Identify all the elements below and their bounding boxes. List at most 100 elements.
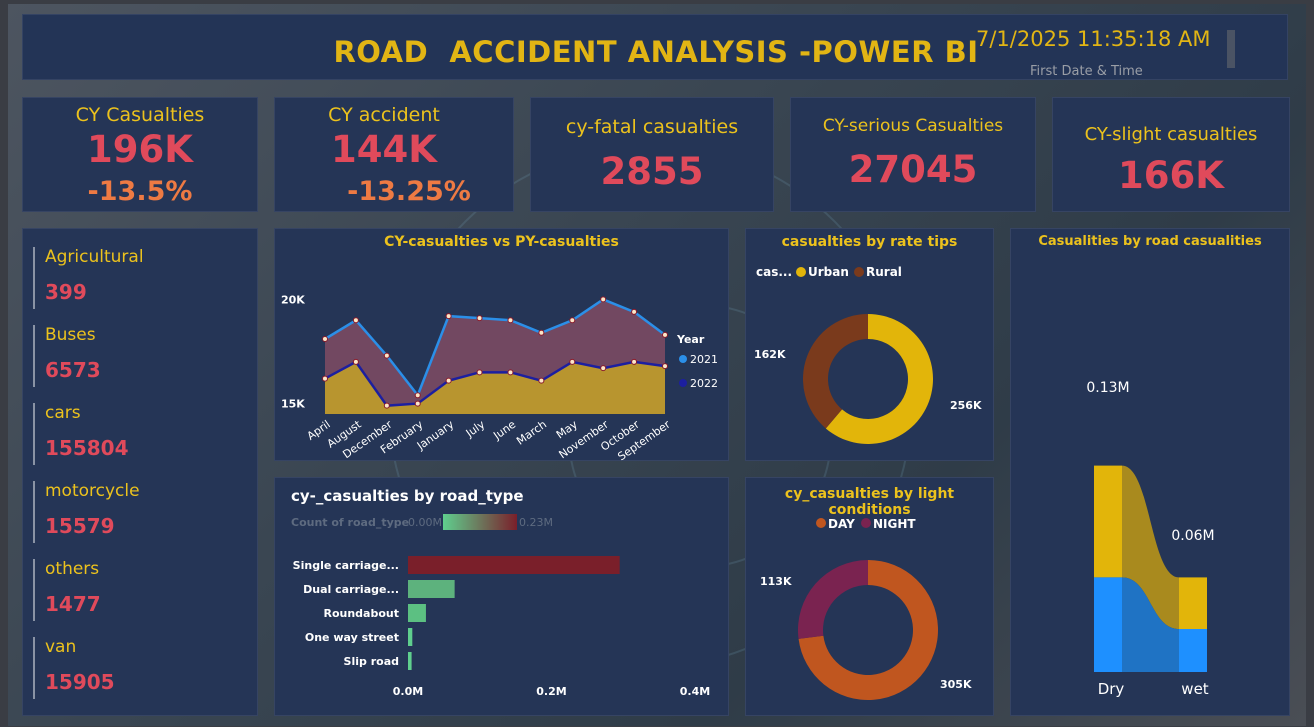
area-2021-fill <box>325 299 665 406</box>
vehicle-label: Buses <box>45 325 96 345</box>
ribbon-upper <box>1122 465 1179 629</box>
x-tick-label: 0.2M <box>536 685 566 698</box>
data-point-2022 <box>569 358 576 365</box>
legend-marker-2022 <box>679 379 687 387</box>
kpi-delta: -13.5% <box>87 176 193 207</box>
data-point-2022 <box>662 363 668 370</box>
kpi-label: CY-slight casualties <box>1084 124 1258 145</box>
data-point-2021 <box>507 317 514 324</box>
bar-category-label: Single carriage... <box>293 559 399 572</box>
kpi-card-serious-casualties[interactable]: CY-serious Casualties 27045 <box>790 97 1036 212</box>
kpi-value: 27045 <box>848 148 978 191</box>
vehicle-item-motorcycle[interactable]: motorcycle 15579 <box>33 481 245 543</box>
legend-label: Count of road_type <box>291 516 409 529</box>
data-point-2021 <box>414 392 421 399</box>
data-point-2021 <box>600 296 607 303</box>
ribbon-lower <box>1122 577 1179 672</box>
data-point-2022 <box>476 369 483 376</box>
kpi-card-cy-accident[interactable]: CY accident 144K -13.25% <box>274 97 514 212</box>
slice-urban <box>825 314 933 444</box>
vehicle-label: motorcycle <box>45 481 140 501</box>
bar <box>408 556 620 574</box>
vehicle-item-agricultural[interactable]: Agricultural 399 <box>33 247 245 309</box>
data-label-wet: 0.06M <box>1171 528 1214 544</box>
casualties-trend-panel[interactable]: CY-casualties vs PY-casualties 20K 15K Apr… <box>274 228 729 462</box>
vehicle-label: Agricultural <box>45 247 144 267</box>
data-label-rural: 162K <box>754 348 786 361</box>
donut-chart-light-conditions: DAY NIGHT 305K 113K <box>760 517 972 700</box>
area-2022-fill <box>325 361 665 414</box>
data-point-2021 <box>631 308 638 315</box>
data-point-2022 <box>600 365 607 372</box>
vehicle-item-cars[interactable]: cars 155804 <box>33 403 245 465</box>
data-point-2022 <box>507 369 514 376</box>
bar <box>408 652 412 670</box>
vehicle-label: cars <box>45 403 81 423</box>
data-point-2022 <box>445 377 452 384</box>
kpi-delta: -13.25% <box>347 176 471 207</box>
scroll-handle[interactable] <box>1227 30 1235 68</box>
data-point-2021 <box>383 352 390 359</box>
page-title: ROAD ACCIDENT ANALYSIS -POWER BI <box>333 35 979 69</box>
kpi-value: 2855 <box>600 150 704 193</box>
bar-category-label: Roundabout <box>323 607 399 620</box>
data-point-2021 <box>352 317 359 324</box>
vehicle-value: 1477 <box>45 592 101 616</box>
kpi-value: 196K <box>87 128 193 171</box>
legend-label-rural: Rural <box>866 265 902 279</box>
legend-marker-night <box>861 518 871 528</box>
vehicle-label: van <box>45 637 77 657</box>
road-type-panel[interactable]: cy-_casualties by road_type Count of roa… <box>274 477 729 716</box>
kpi-label: CY Casualties <box>75 104 205 126</box>
kpi-card-slight-casualties[interactable]: CY-slight casualties 166K <box>1052 97 1290 212</box>
data-point-2021 <box>662 331 668 338</box>
x-tick-label: Dry <box>1098 680 1125 698</box>
kpi-card-fatal-casualties[interactable]: cy-fatal casualties 2855 <box>530 97 774 212</box>
chart-title: Casualities by road casualities <box>1038 234 1262 249</box>
bar <box>408 580 455 598</box>
light-conditions-panel[interactable]: cy_casualties by light conditions DAY NIG… <box>745 477 994 716</box>
column-wet-lower <box>1179 629 1207 672</box>
legend-label-2021: 2021 <box>690 353 718 366</box>
legend-marker-2021 <box>679 355 687 363</box>
kpi-value: 166K <box>1118 154 1224 197</box>
vehicle-value: 6573 <box>45 358 101 382</box>
data-point-2022 <box>414 400 421 407</box>
legend-label-night: NIGHT <box>873 517 916 531</box>
area-chart: 20K15KAprilAugustDecemberFebruaryJanuary… <box>281 293 718 462</box>
x-tick-label: wet <box>1181 680 1208 698</box>
data-label-night: 113K <box>760 575 792 588</box>
data-point-2022 <box>322 375 328 382</box>
data-point-2022 <box>352 358 359 365</box>
kpi-card-cy-casualties[interactable]: CY Casualties 196K -13.5% <box>22 97 258 212</box>
data-point-2022 <box>631 358 638 365</box>
vehicle-item-van[interactable]: van 15905 <box>33 637 245 699</box>
datetime-label: First Date & Time <box>1030 64 1143 79</box>
legend-label-day: DAY <box>828 517 855 531</box>
data-label-urban: 256K <box>950 399 982 412</box>
vehicle-value: 399 <box>45 280 87 304</box>
bar-category-label: Dual carriage... <box>303 583 399 596</box>
kpi-label: CY-serious Casualties <box>822 116 1004 136</box>
slice-day <box>798 560 938 700</box>
urban-rural-panel[interactable]: casualties by rate tips cas... Urban Rural… <box>745 228 994 461</box>
data-point-2022 <box>538 377 545 384</box>
vehicle-item-buses[interactable]: Buses 6573 <box>33 325 245 387</box>
ribbon-chart-surface: 0.13M 0.06M Dry wet <box>1086 380 1214 698</box>
datetime-value: 7/1/2025 11:35:18 AM <box>976 27 1211 51</box>
bar <box>408 628 413 646</box>
vehicle-item-others[interactable]: others 1477 <box>33 559 245 621</box>
data-label-day: 305K <box>940 678 972 691</box>
series-line-2022 <box>324 360 666 407</box>
x-tick-label: June <box>490 418 518 443</box>
y-tick-label: 20K <box>281 293 305 306</box>
bar <box>408 604 426 622</box>
vehicle-value: 15905 <box>45 670 115 694</box>
donut-chart-urban-rural: cas... Urban Rural 256K 162K <box>754 265 982 444</box>
chart-title: CY-casualties vs PY-casualties <box>384 234 619 250</box>
legend-max: 0.23M <box>519 516 553 529</box>
vehicle-label: others <box>45 559 100 579</box>
column-wet-upper <box>1179 577 1207 629</box>
road-surface-panel[interactable]: Casualities by road casualities 0.13M 0.0… <box>1010 228 1290 716</box>
